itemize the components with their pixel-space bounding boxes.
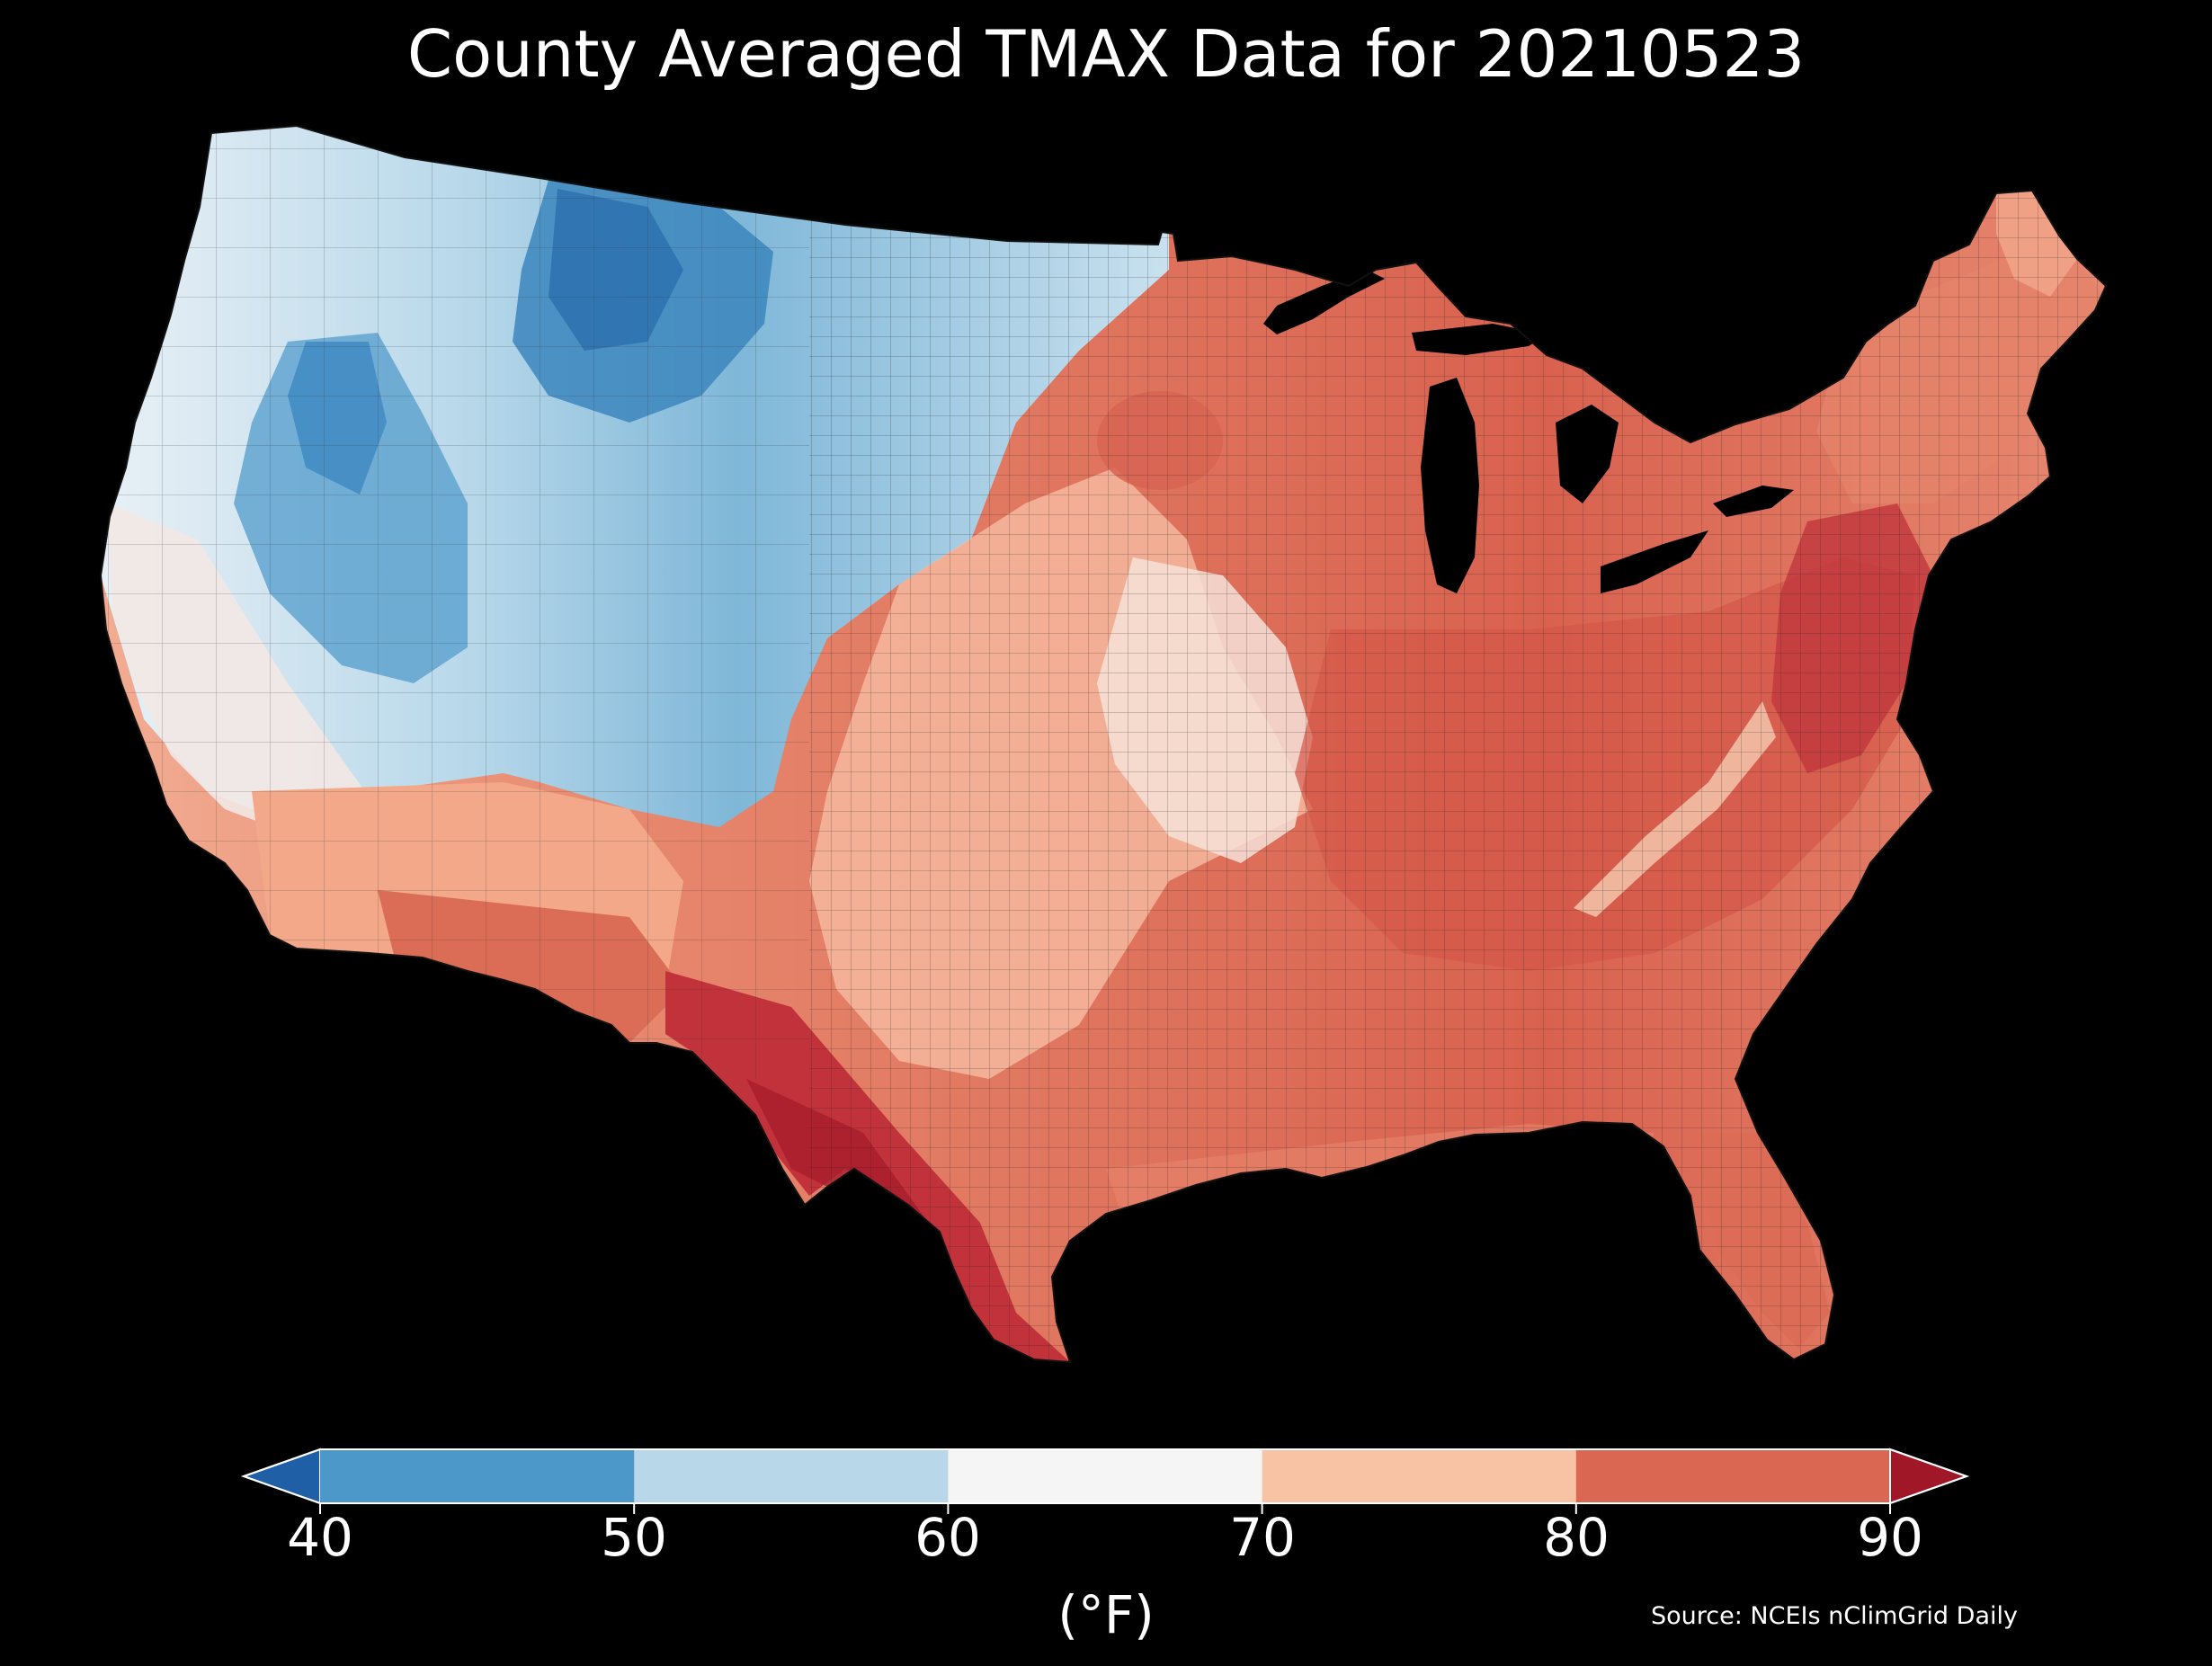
colorbar-unit-label: (°F) — [1057, 1584, 1155, 1645]
colorbar — [240, 1448, 1970, 1514]
colorbar-segment — [948, 1449, 1263, 1503]
source-credit: Source: NCEIs nClimGrid Daily — [1651, 1602, 2018, 1630]
colorbar-extend-high — [1889, 1448, 1970, 1505]
tick-label: 90 — [1857, 1507, 1923, 1568]
colorbar-segment — [320, 1449, 635, 1503]
colorbar-segment — [1575, 1449, 1891, 1503]
tick-label: 40 — [287, 1507, 353, 1568]
tick-label: 50 — [601, 1507, 667, 1568]
tick-label: 80 — [1543, 1507, 1610, 1568]
map-title: County Averaged TMAX Data for 20210523 — [406, 16, 1806, 92]
tick-label: 60 — [914, 1507, 981, 1568]
colorbar-segment — [634, 1449, 949, 1503]
colorbar-extend-low — [240, 1448, 321, 1505]
tick-label: 70 — [1229, 1507, 1296, 1568]
colorbar-segment — [1262, 1449, 1577, 1503]
great-lakes — [1263, 270, 1794, 593]
